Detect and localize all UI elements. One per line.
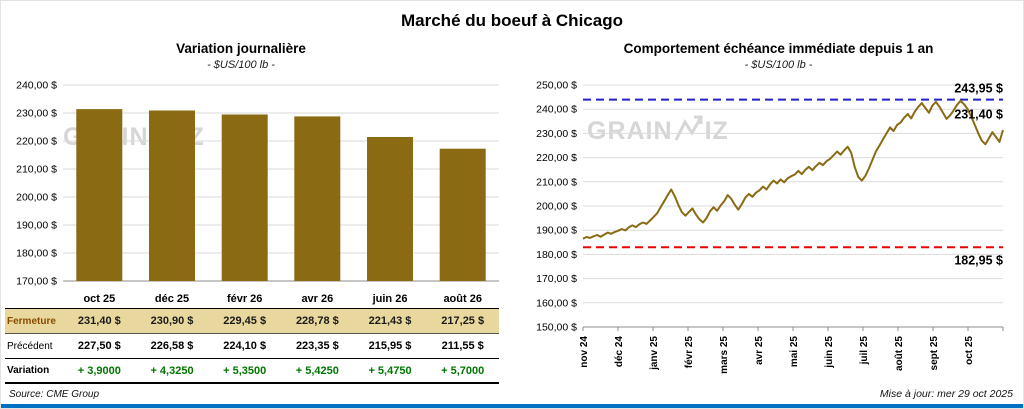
x-tick-label: déc 24: [614, 336, 625, 368]
y-tick-label: 150,00 $: [536, 322, 577, 334]
x-tick-label: mars 25: [719, 336, 730, 374]
x-tick-label: juin 25: [824, 336, 835, 369]
bar-chart-title: Variation journalière: [176, 41, 306, 56]
bar: [149, 110, 195, 281]
table-cell: 211,55 $: [441, 340, 484, 352]
table-cell: 228,78 $: [295, 315, 339, 327]
table-cell: 217,25 $: [441, 315, 485, 327]
table-cell: 221,43 $: [368, 315, 412, 327]
table-cell: 229,45 $: [223, 315, 267, 327]
column-header: déc 25: [154, 292, 190, 305]
y-tick-label: 210,00 $: [536, 176, 577, 188]
x-tick-label: mai 25: [789, 336, 800, 368]
bottom-accent-bar: [1, 404, 1023, 408]
y-tick-label: 190,00 $: [536, 225, 577, 237]
column-header: août 26: [443, 292, 482, 305]
table-cell: 226,58 $: [150, 340, 194, 352]
y-tick-label: 240,00 $: [536, 104, 577, 116]
line-chart: 150,00 $ 160,00 $ 170,00 $ 180,00 $ 190,00 $…: [536, 80, 1004, 374]
column-header: oct 25: [83, 292, 116, 305]
low-value-label: 182,95 $: [954, 253, 1003, 267]
table-cell: + 5,4750: [368, 364, 412, 377]
bar: [294, 116, 341, 282]
table-cell: 231,40 $: [77, 315, 121, 327]
y-tick-label: 240,00 $: [16, 80, 57, 92]
x-tick-label: avr 25: [754, 336, 765, 365]
x-tick-label: janv 25: [649, 336, 660, 371]
bar: [221, 114, 268, 281]
line-chart-title: Comportement échéance immédiate depuis 1…: [623, 41, 934, 56]
table-cell: 227,50 $: [77, 340, 121, 352]
x-tick-label: sept 25: [929, 336, 940, 371]
table-cell: 230,90 $: [150, 315, 194, 327]
zigzag-arrow-icon: [674, 113, 704, 150]
table-row: Fermeture 231,40 $ 230,90 $ 229,45 $ 228,78 …: [5, 309, 499, 334]
x-tick-label: nov 24: [579, 336, 590, 368]
y-tick-label: 170,00 $: [536, 273, 577, 285]
source-note: Source: CME Group: [9, 389, 100, 400]
table-cell: + 5,3500: [223, 364, 267, 377]
y-tick-label: 220,00 $: [16, 136, 57, 148]
page-title: Marché du boeuf à Chicago: [401, 11, 623, 30]
y-tick-label: 250,00 $: [536, 80, 577, 92]
x-tick-label: oct 25: [964, 336, 975, 365]
row-label: Précédent: [7, 340, 53, 352]
y-tick-label: 180,00 $: [16, 248, 57, 260]
table-cell: + 5,7000: [441, 364, 485, 377]
price-line: [582, 99, 1004, 240]
watermark-text-left: GRAIN: [587, 117, 673, 145]
y-tick-label: 190,00 $: [16, 220, 57, 232]
table-header-row: oct 25 déc 25 févr 26 avr 26 juin 26 août 26: [5, 289, 499, 309]
y-tick-label: 220,00 $: [536, 152, 577, 164]
x-tick-label: juil 25: [859, 336, 870, 366]
table-cell: + 4,3250: [150, 364, 194, 377]
bar: [367, 137, 413, 281]
table-cell: 223,35 $: [295, 340, 339, 352]
table-cell: 215,95 $: [368, 340, 412, 352]
watermark-text-right: IZ: [704, 117, 729, 145]
x-tick-label: févr 25: [684, 336, 695, 369]
column-header: avr 26: [301, 292, 334, 305]
column-header: juin 26: [372, 292, 408, 305]
table-row: Variation + 3,9000 + 4,3250 + 5,3500 + 5,425…: [5, 359, 499, 384]
y-tick-label: 230,00 $: [536, 128, 577, 140]
table-cell: 224,10 $: [223, 340, 267, 352]
table-row: Précédent 227,50 $ 226,58 $ 224,10 $ 223,35 …: [5, 334, 499, 359]
column-header: févr 26: [226, 292, 263, 305]
bar: [439, 148, 486, 281]
last-value-label: 231,40 $: [954, 108, 1003, 122]
y-tick-label: 210,00 $: [16, 164, 57, 176]
y-tick-label: 180,00 $: [536, 249, 577, 261]
update-note: Mise à jour: mer 29 oct 2025: [879, 388, 1013, 400]
row-label: Fermeture: [7, 315, 56, 327]
x-tick-label: août 25: [894, 336, 905, 371]
grainwiz-watermark: GRAIN IZ: [587, 113, 729, 150]
y-tick-label: 170,00 $: [16, 276, 57, 288]
bar: [76, 109, 123, 281]
bar-chart: 170,00 $ 180,00 $ 190,00 $ 200,00 $ 210,00 $…: [16, 80, 499, 288]
y-tick-label: 200,00 $: [16, 192, 57, 204]
high-value-label: 243,95 $: [954, 82, 1003, 96]
bar-chart-subtitle: - $US/100 lb -: [207, 59, 275, 71]
row-label: Variation: [7, 365, 50, 376]
y-tick-label: 200,00 $: [536, 201, 577, 213]
price-table: oct 25 déc 25 févr 26 avr 26 juin 26 août 26 F…: [5, 289, 499, 384]
line-chart-subtitle: - $US/100 lb -: [744, 59, 813, 71]
y-tick-label: 230,00 $: [16, 108, 57, 120]
y-tick-label: 160,00 $: [536, 297, 577, 309]
table-cell: + 5,4250: [295, 364, 339, 377]
table-cell: + 3,9000: [77, 364, 121, 377]
